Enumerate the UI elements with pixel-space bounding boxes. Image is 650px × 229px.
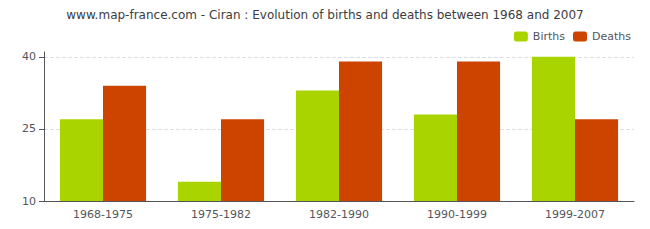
svg-text:40: 40	[22, 50, 36, 63]
svg-text:www.map-france.com - Ciran : E: www.map-france.com - Ciran : Evolution o…	[66, 8, 583, 22]
svg-text:Births: Births	[533, 30, 565, 43]
svg-text:1975-1982: 1975-1982	[191, 208, 251, 221]
svg-text:Deaths: Deaths	[592, 30, 631, 43]
svg-text:10: 10	[22, 195, 36, 208]
svg-text:1999-2007: 1999-2007	[545, 208, 605, 221]
svg-text:1982-1990: 1982-1990	[309, 208, 369, 221]
svg-text:1990-1999: 1990-1999	[427, 208, 487, 221]
svg-text:25: 25	[22, 122, 36, 135]
svg-text:1968-1975: 1968-1975	[73, 208, 133, 221]
